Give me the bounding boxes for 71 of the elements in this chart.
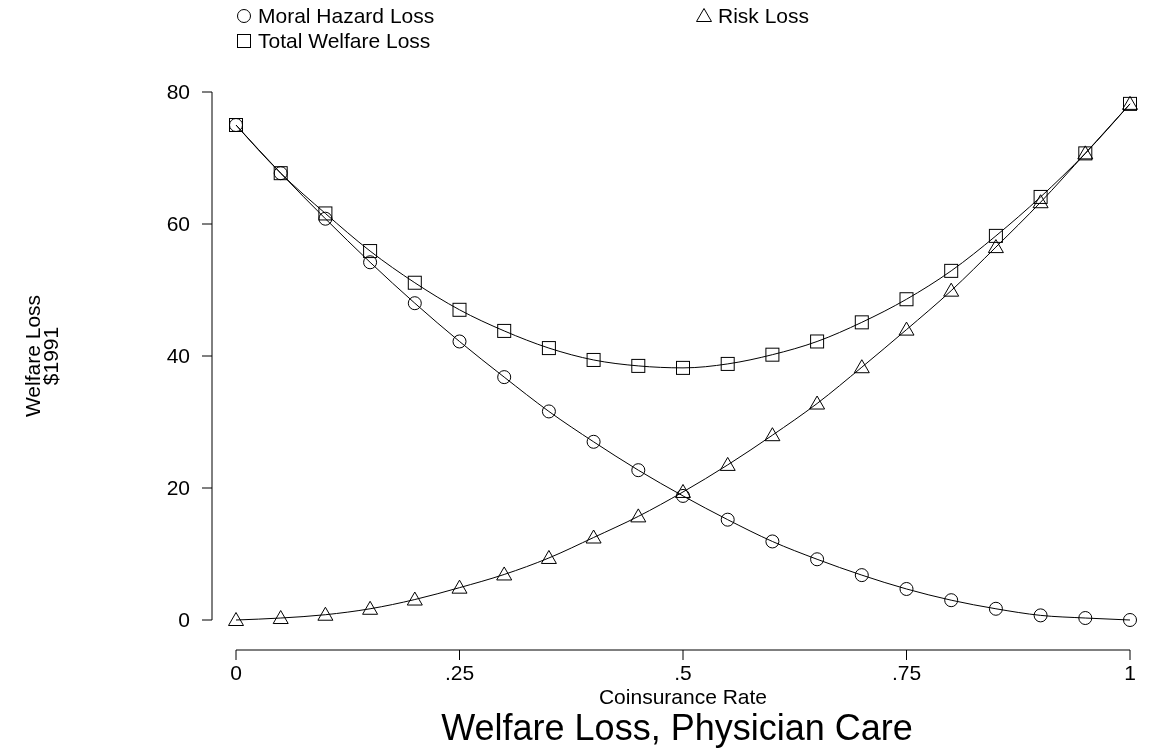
point — [764, 427, 781, 442]
point — [317, 606, 334, 621]
point — [988, 601, 1003, 616]
y-tick-label: 80 — [166, 80, 190, 104]
point — [540, 549, 557, 564]
point — [899, 581, 914, 596]
point — [810, 552, 825, 567]
point — [406, 591, 423, 606]
point — [720, 512, 735, 527]
point — [898, 321, 915, 336]
point — [809, 395, 826, 410]
point — [272, 610, 289, 625]
point — [631, 463, 646, 478]
x-tick-label: 0 — [230, 661, 242, 684]
x-tick-label: .75 — [891, 661, 922, 684]
y-tick-label: 60 — [166, 212, 190, 236]
point — [585, 529, 602, 544]
text: Welfare Loss, Physician Care — [441, 707, 913, 748]
x-axis-title: Coinsurance Rate — [598, 685, 768, 708]
point — [496, 566, 513, 581]
point — [318, 211, 333, 226]
point — [810, 334, 825, 349]
point — [988, 228, 1003, 243]
point — [944, 263, 959, 278]
point — [854, 568, 869, 583]
x-tick-label: .5 — [674, 661, 692, 684]
y-tick-label: 40 — [166, 344, 190, 368]
point — [363, 244, 378, 259]
point — [676, 360, 690, 375]
point — [676, 488, 690, 503]
point — [1078, 611, 1093, 626]
point — [1123, 613, 1137, 627]
point — [1032, 194, 1049, 209]
point — [451, 579, 468, 594]
point — [720, 356, 735, 371]
point — [318, 206, 333, 221]
x-tick-label: .25 — [444, 661, 475, 684]
point — [541, 404, 556, 419]
point — [944, 593, 959, 608]
point — [497, 370, 512, 385]
point — [630, 508, 647, 523]
point — [1033, 608, 1048, 623]
point — [1033, 189, 1048, 204]
legend-label: Risk Loss — [718, 4, 810, 28]
point — [407, 275, 422, 290]
point — [675, 483, 691, 498]
y-axis-title: Welfare Loss $1991 — [21, 294, 62, 418]
point — [854, 315, 869, 330]
point — [765, 347, 780, 362]
point — [586, 352, 601, 367]
point — [987, 239, 1004, 254]
x-tick-label: 1 — [1124, 661, 1136, 684]
point — [541, 341, 556, 356]
y-tick-label: 20 — [166, 476, 190, 500]
point — [943, 282, 960, 297]
point — [228, 612, 244, 626]
point — [407, 296, 422, 311]
point — [765, 534, 780, 549]
point — [899, 292, 914, 307]
legend-label: Total Welfare Loss — [258, 29, 431, 53]
legend-label: Moral Hazard Loss — [258, 4, 435, 28]
point — [452, 302, 467, 317]
point — [586, 434, 601, 449]
point — [363, 255, 378, 270]
point — [631, 358, 646, 373]
point — [362, 600, 379, 615]
point — [452, 334, 467, 349]
point — [497, 323, 512, 338]
point — [853, 359, 870, 374]
y-tick-label: 0 — [178, 608, 190, 632]
point — [719, 456, 736, 471]
